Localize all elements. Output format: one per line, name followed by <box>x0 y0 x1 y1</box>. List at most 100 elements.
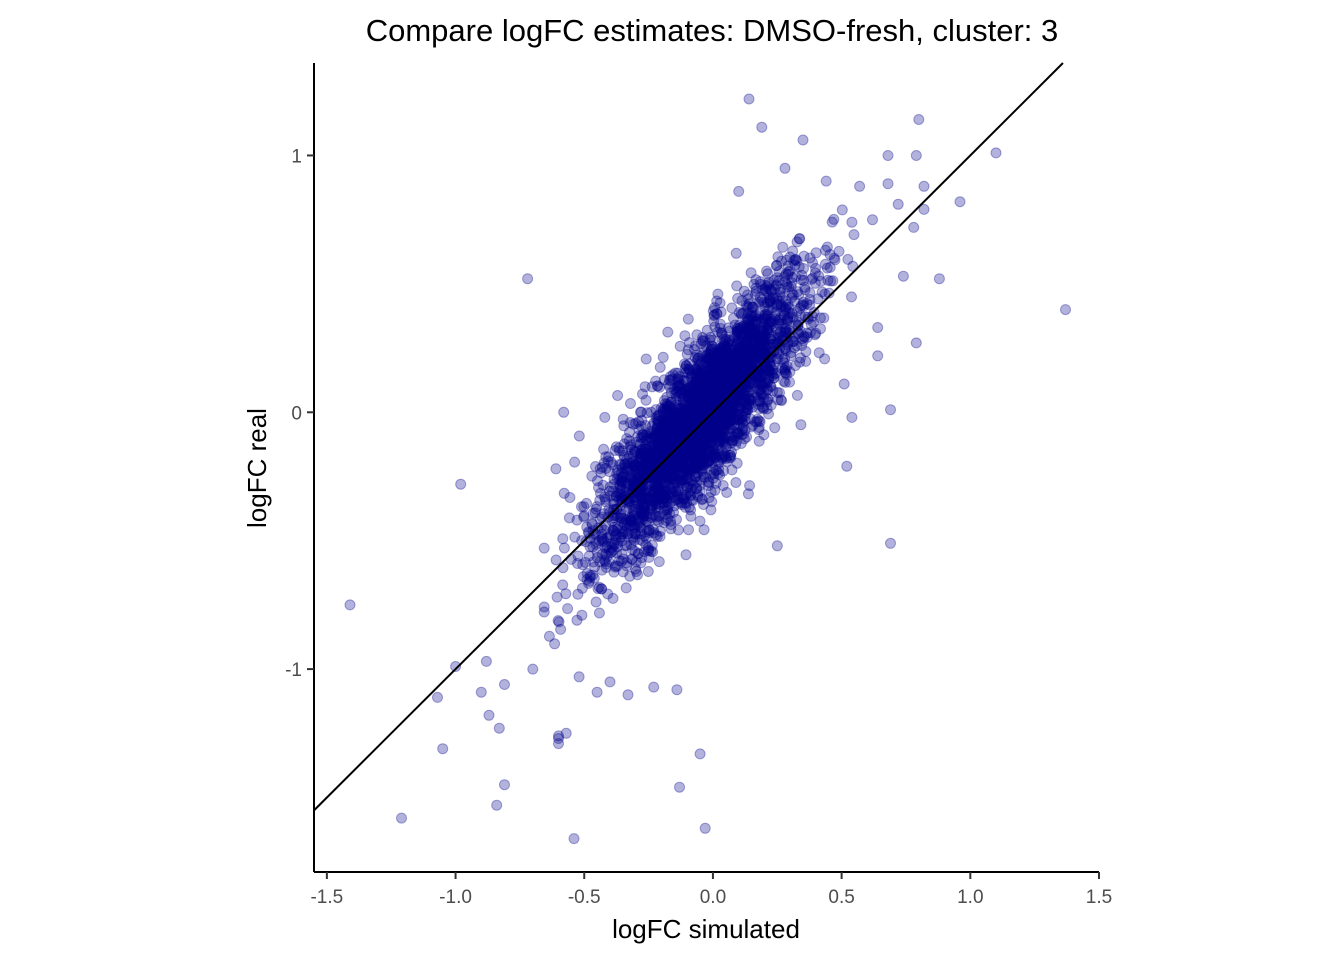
data-point <box>622 518 633 530</box>
data-point <box>750 375 762 387</box>
data-point <box>742 308 754 319</box>
data-point <box>823 287 835 299</box>
data-point <box>641 526 653 537</box>
data-point <box>798 330 810 342</box>
outlier-point <box>990 147 1002 159</box>
data-point <box>691 393 703 405</box>
data-point <box>709 413 721 425</box>
data-point <box>736 417 748 429</box>
data-point <box>707 426 719 438</box>
data-point <box>624 426 635 438</box>
data-point <box>741 402 753 414</box>
data-point <box>731 392 743 404</box>
data-point <box>704 368 716 380</box>
data-point <box>688 397 700 409</box>
data-point <box>612 390 624 401</box>
data-point <box>648 448 660 460</box>
data-point <box>634 438 646 450</box>
data-point <box>714 318 726 330</box>
data-point <box>728 434 740 446</box>
data-point <box>737 387 749 399</box>
data-point <box>676 422 688 433</box>
data-point <box>744 392 756 404</box>
data-point <box>784 312 796 324</box>
outlier-point <box>743 93 755 105</box>
data-point <box>683 382 695 394</box>
outlier-point <box>599 411 611 423</box>
data-point <box>740 370 752 382</box>
data-point <box>668 506 679 518</box>
data-point <box>766 329 777 341</box>
data-point <box>677 392 689 404</box>
data-point <box>692 352 704 364</box>
data-point <box>555 623 567 635</box>
data-point <box>736 379 748 391</box>
data-point <box>697 409 709 421</box>
data-point <box>788 336 800 348</box>
data-point <box>592 475 603 487</box>
data-point <box>711 398 723 410</box>
data-point <box>771 299 783 311</box>
data-point <box>720 341 732 353</box>
data-point <box>759 312 771 324</box>
data-point <box>639 462 651 473</box>
data-point <box>814 312 826 324</box>
data-point <box>724 409 736 421</box>
data-point <box>710 371 722 383</box>
data-point <box>683 446 694 458</box>
data-point <box>634 525 646 537</box>
data-point <box>581 574 593 585</box>
data-point <box>754 335 766 347</box>
data-point <box>673 465 684 477</box>
data-point <box>796 340 808 351</box>
data-point <box>703 355 715 367</box>
data-point <box>676 388 688 400</box>
data-point <box>672 484 684 496</box>
data-point <box>705 407 717 418</box>
x-axis-title: logFC simulated <box>612 914 800 944</box>
data-point <box>698 401 710 413</box>
data-point <box>694 433 706 445</box>
data-point <box>775 314 787 326</box>
data-point <box>682 313 694 325</box>
data-point <box>741 335 753 347</box>
data-point <box>637 467 649 479</box>
data-point <box>705 416 717 428</box>
data-point <box>686 408 698 420</box>
data-point <box>781 281 793 293</box>
data-point <box>655 432 667 444</box>
data-point <box>601 532 613 544</box>
data-point <box>735 308 747 320</box>
data-point <box>626 543 638 555</box>
data-point <box>743 347 755 359</box>
data-point <box>702 404 714 416</box>
data-point <box>598 508 610 520</box>
data-point <box>723 374 735 385</box>
data-point <box>732 292 744 304</box>
data-point <box>792 319 804 331</box>
data-point <box>713 346 725 358</box>
data-point <box>639 530 650 542</box>
data-point <box>704 393 716 405</box>
data-point <box>712 354 724 366</box>
data-point <box>689 352 701 363</box>
data-point <box>684 484 696 496</box>
data-point <box>690 400 702 412</box>
data-point <box>790 253 802 265</box>
data-point <box>761 403 773 415</box>
data-point <box>733 346 745 358</box>
data-point <box>588 572 600 584</box>
data-point <box>763 373 775 385</box>
data-point <box>675 436 687 448</box>
data-point <box>730 362 741 374</box>
data-point <box>691 462 702 473</box>
data-point <box>651 426 663 438</box>
data-point <box>665 523 677 535</box>
data-point <box>703 476 715 488</box>
data-point <box>730 439 742 451</box>
data-point <box>714 386 726 398</box>
data-point <box>720 369 732 381</box>
data-point <box>672 464 684 476</box>
outlier-point <box>455 478 467 490</box>
data-point <box>748 376 760 388</box>
